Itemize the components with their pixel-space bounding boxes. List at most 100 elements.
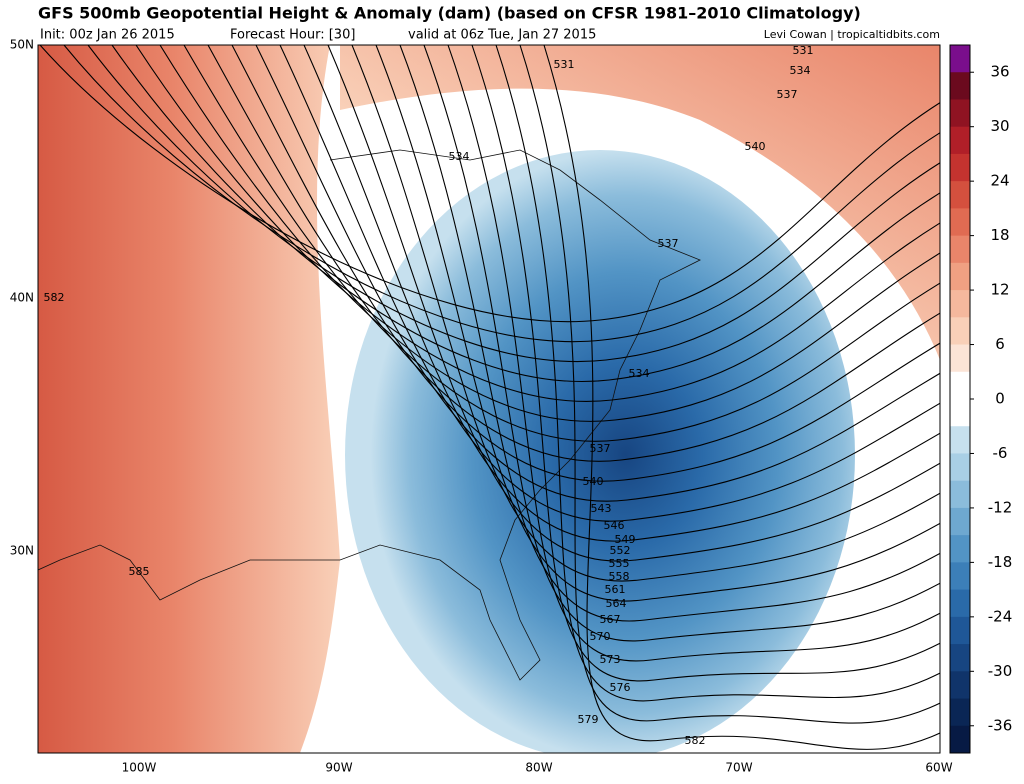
contour-line: [279, 45, 940, 522]
colorbar-tick-label: 30: [990, 117, 1009, 135]
colorbar-tick-label: 24: [990, 172, 1009, 190]
colorbar-band: [950, 181, 970, 209]
contour-label: 555: [609, 557, 630, 570]
colorbar-band: [950, 698, 970, 727]
colorbar-tick-label: -18: [988, 553, 1013, 571]
contour-label: 558: [609, 570, 630, 583]
colorbar-band: [950, 290, 970, 318]
colorbar-band: [950, 562, 970, 591]
lat-label: 40N: [10, 291, 34, 305]
contour-line: [471, 45, 940, 682]
colorbar-band: [950, 725, 970, 754]
lon-label: 90W: [325, 761, 352, 775]
contour-line: [255, 45, 940, 502]
coastline: [38, 149, 701, 681]
forecast-hour: Forecast Hour: [30]: [230, 28, 355, 43]
colorbar-tick-label: 6: [995, 335, 1005, 353]
contour-line: [111, 45, 940, 382]
map-frame: [37, 44, 941, 754]
contour-line: [519, 45, 940, 724]
contour-label: 537: [777, 88, 798, 101]
colorbar-band: [950, 616, 970, 645]
positive-anomaly: [340, 45, 940, 360]
contour-line: [183, 45, 940, 442]
lon-label: 60W: [925, 761, 952, 775]
contour-label: 537: [590, 442, 611, 455]
contour-line: [87, 45, 940, 362]
colorbar-tick-label: 18: [990, 226, 1009, 244]
colorbar-band: [950, 208, 970, 237]
positive-anomaly: [38, 45, 340, 753]
colorbar: 36 30 24 18 12 6 0 -6 -12 -18 -24 -30 -36: [949, 44, 1013, 754]
contour-label: 573: [600, 653, 621, 666]
height-contours: [39, 45, 940, 750]
contour-label: 582: [44, 291, 65, 304]
contour-line: [39, 45, 940, 323]
lat-label: 50N: [10, 38, 34, 52]
lon-label: 80W: [525, 761, 552, 775]
contour-line: [375, 45, 940, 602]
lat-label: 30N: [10, 544, 34, 558]
colorbar-band: [950, 317, 970, 346]
contour-label: 543: [591, 502, 612, 515]
colorbar-band: [950, 589, 970, 618]
contour-label: 540: [583, 475, 604, 488]
contour-label: 552: [610, 544, 631, 557]
title: GFS 500mb Geopotential Height & Anomaly …: [38, 4, 861, 23]
contour-label: 576: [610, 681, 631, 694]
contour-line: [495, 45, 940, 702]
colorbar-band: [950, 126, 970, 155]
colorbar-band: [950, 262, 970, 291]
colorbar-band: [950, 45, 970, 73]
contour-label: 540: [745, 140, 766, 153]
contour-label: 564: [606, 597, 627, 610]
colorbar-band: [950, 344, 970, 373]
contour-line: [423, 45, 940, 642]
contour-label: 585: [129, 565, 150, 578]
init: Init: 00z Jan 26 2015: [40, 28, 175, 43]
colorbar-band: [950, 153, 970, 182]
colorbar-band: [950, 644, 970, 672]
colorbar-band: [950, 671, 970, 700]
colorbar-band: [950, 535, 970, 563]
colorbar-band: [950, 399, 970, 427]
contour-label: 570: [590, 630, 611, 643]
colorbar-band: [950, 72, 970, 100]
contour-label: 561: [605, 583, 626, 596]
colorbar-band: [950, 453, 970, 482]
contour-label: 534: [449, 150, 470, 163]
contour-label: 534: [790, 64, 811, 77]
colorbar-tick-label: -30: [988, 662, 1013, 680]
contour-label: 567: [600, 613, 621, 626]
colorbar-tick-label: -24: [988, 607, 1013, 625]
contour-label: 546: [604, 519, 625, 532]
colorbar-tick-label: 36: [990, 63, 1009, 81]
contour-line: [447, 45, 940, 662]
colorbar-tick-label: 12: [990, 281, 1009, 299]
contour-label: 582: [685, 734, 706, 747]
colorbar-band: [950, 480, 970, 509]
contour-line: [135, 45, 940, 402]
contour-line: [327, 45, 940, 562]
colorbar-band: [950, 371, 970, 400]
colorbar-tick-label: -12: [988, 498, 1013, 516]
colorbar-tick-label: 0: [995, 390, 1005, 408]
colorbar-band: [950, 426, 970, 454]
contour-line: [351, 45, 940, 582]
lon-label: 70W: [725, 761, 752, 775]
colorbar-band: [950, 235, 970, 264]
contour-line: [231, 45, 940, 482]
contour-label: 531: [793, 44, 814, 57]
contour-label: 579: [578, 713, 599, 726]
colorbar-tick-label: -6: [993, 444, 1008, 462]
colorbar-tick-label: -36: [988, 716, 1013, 734]
contour-label: 537: [658, 237, 679, 250]
map-area: [38, 45, 940, 753]
contour-line: [543, 45, 940, 750]
contour-line: [159, 45, 940, 422]
valid-time: valid at 06z Tue, Jan 27 2015: [408, 28, 596, 43]
contour-label: 534: [629, 367, 650, 380]
lon-label: 100W: [122, 761, 157, 775]
